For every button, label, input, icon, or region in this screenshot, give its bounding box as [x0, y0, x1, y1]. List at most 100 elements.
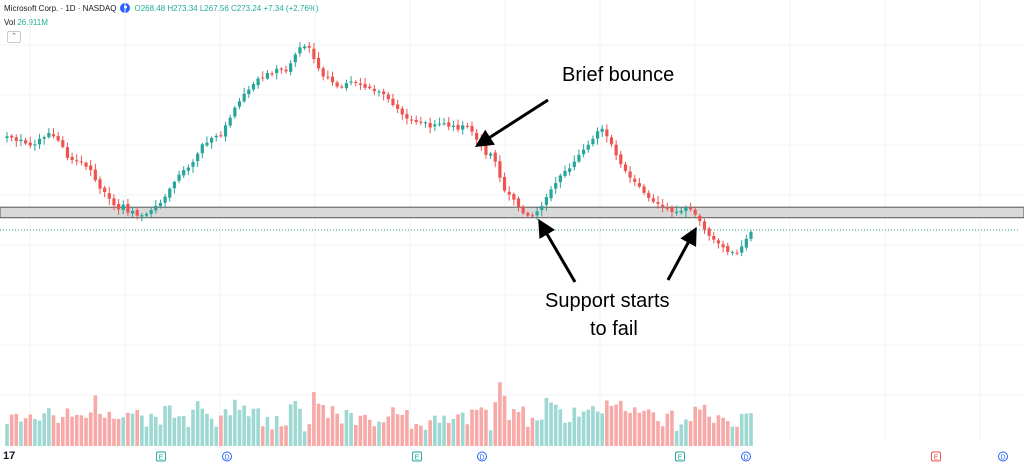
candle-body — [563, 170, 567, 177]
volume-bar — [693, 406, 697, 446]
volume-bar — [684, 419, 688, 446]
event-marker-label: E — [934, 455, 939, 462]
candle-body — [335, 82, 339, 87]
candle-body — [228, 117, 232, 126]
volume-bar — [553, 404, 558, 446]
volume-bar — [9, 414, 14, 446]
candle-body — [112, 198, 116, 206]
candle-body — [382, 91, 386, 95]
candle-body — [470, 125, 474, 132]
volume-bar — [205, 413, 209, 446]
candle-body — [475, 132, 479, 140]
candle-body — [707, 228, 711, 236]
volume-bar — [98, 413, 102, 446]
candle-body — [484, 145, 488, 155]
volume-bar — [284, 425, 288, 446]
candle-body — [386, 94, 390, 100]
volume-bar — [56, 422, 60, 446]
candle-body — [117, 203, 121, 210]
candle-body — [275, 68, 279, 74]
volume-bar — [507, 420, 511, 446]
tradingview-logo[interactable]: 17 — [3, 450, 16, 462]
volume-bar — [725, 421, 730, 446]
candle-body — [744, 238, 748, 248]
volume-bar — [577, 416, 581, 446]
candle-body — [400, 108, 404, 115]
volume-bar — [446, 422, 451, 446]
candle-body — [298, 47, 302, 54]
volume-bar — [247, 416, 251, 446]
volume-bar — [5, 423, 9, 446]
event-marker-shape — [931, 451, 941, 462]
collapse-legend-button[interactable]: ⌃ — [7, 31, 21, 43]
candle-body — [619, 154, 623, 165]
candle-body — [391, 98, 395, 106]
volume-bar — [609, 405, 614, 446]
candle-body — [368, 86, 372, 89]
volume-bar — [591, 406, 595, 446]
candle-body — [24, 140, 28, 144]
volume-bar — [228, 415, 232, 446]
candle-body — [265, 73, 269, 79]
volume-bar — [688, 421, 693, 446]
volume-bar — [209, 418, 214, 446]
candle-body — [37, 138, 42, 145]
candle-body — [526, 212, 530, 216]
candle-body — [47, 132, 51, 138]
volume-bar — [470, 409, 474, 446]
volume-bar — [316, 403, 321, 446]
candle-body — [214, 135, 218, 138]
candle-body — [158, 202, 163, 207]
volume-bar — [721, 417, 725, 446]
volume-bar — [433, 415, 437, 446]
candle-body — [279, 68, 283, 70]
candle-body — [75, 160, 79, 162]
candle-body — [535, 211, 539, 216]
volume-bar — [465, 424, 470, 446]
volume-bar — [265, 416, 270, 446]
candle-body — [163, 196, 167, 203]
candle-body — [549, 189, 553, 199]
volume-bar — [116, 418, 121, 446]
volume-bar — [530, 417, 535, 446]
candle-body — [61, 140, 65, 147]
event-marker-label: D — [1000, 455, 1005, 462]
volume-bar — [502, 395, 507, 446]
candle-body — [321, 68, 325, 77]
symbol-title[interactable]: Microsoft Corp. · 1D · NASDAQ — [4, 3, 117, 13]
volume-bar — [65, 408, 70, 446]
volume-bar — [19, 421, 23, 446]
candle-body — [182, 170, 186, 176]
volume-bar — [326, 418, 330, 446]
candle-body — [665, 207, 669, 209]
candle-body — [600, 128, 604, 132]
volume-bar — [195, 401, 200, 446]
volume-bar — [712, 422, 716, 446]
support-label-line2: to fail — [590, 318, 638, 340]
candle-body — [377, 91, 381, 93]
volume-bar — [163, 405, 167, 446]
event-marker-shape — [412, 451, 422, 462]
candle-body — [358, 83, 362, 85]
candle-body — [149, 210, 153, 214]
candle-body — [19, 139, 23, 142]
event-marker-e: E — [156, 451, 166, 462]
volume-bar — [149, 413, 153, 446]
candle-body — [502, 177, 507, 191]
candle-body — [186, 167, 190, 171]
annotation-arrows — [474, 98, 697, 283]
candle-body — [623, 164, 628, 171]
candle-body — [637, 183, 641, 187]
volume-bar — [535, 420, 539, 446]
volume-bar — [372, 426, 377, 446]
candle-body — [633, 178, 637, 182]
volume-bar — [484, 409, 488, 446]
volume-bar — [70, 416, 74, 446]
volume-bar — [298, 408, 302, 446]
candle-body — [512, 194, 516, 200]
candle-body — [33, 144, 37, 146]
volume-label: Vol — [4, 18, 16, 27]
candle-body — [28, 142, 32, 146]
volume-bar — [400, 414, 405, 446]
